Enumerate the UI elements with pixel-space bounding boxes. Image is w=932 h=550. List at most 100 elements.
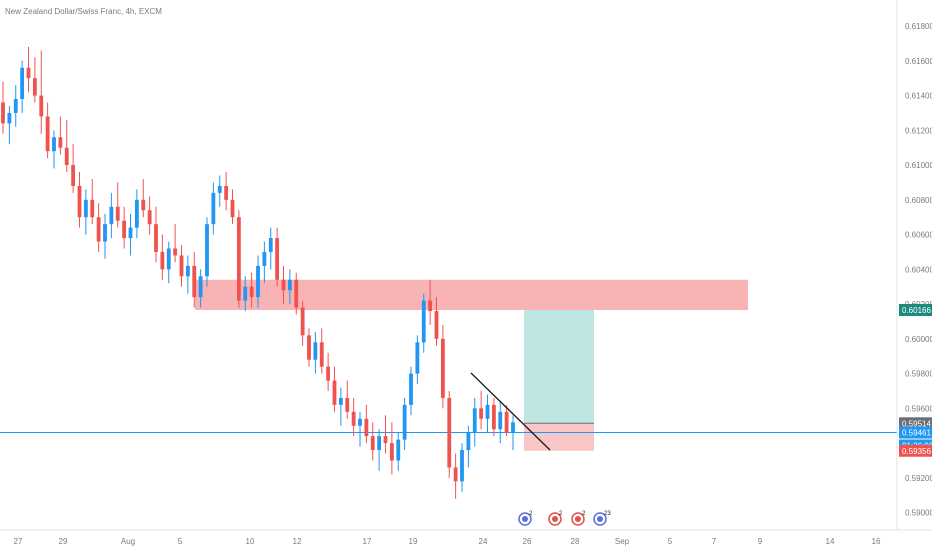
candle [58,116,63,155]
candle-body [256,265,260,298]
candle-body [434,311,439,339]
candle [396,432,401,471]
candle-body [338,397,343,405]
event-badge: 2 [571,511,586,526]
candle-body [134,199,139,228]
event-badges: 2 2 2 23 [518,511,611,526]
candle [402,397,407,451]
price-tick-label: 0.60600 [905,231,932,240]
candle-body [147,210,152,225]
candle [338,387,343,426]
candle [294,272,299,315]
time-tick-label: 27 [14,537,23,546]
candle-body [45,116,50,152]
candle-body [294,279,299,308]
price-tag-label: 0.59514 [902,419,931,428]
price-tag: 0.59356 [899,444,932,457]
candle [358,411,362,447]
candle-body [504,411,509,433]
event-badge-dot [522,516,528,522]
target-zone [524,310,594,424]
candle-body [383,436,388,444]
candle-body [90,199,95,218]
candle-body [58,137,63,148]
candle [83,189,88,235]
candle [345,380,350,419]
time-tick-label: 26 [523,537,532,546]
candle [421,293,426,353]
candle [109,192,114,239]
candle [389,422,394,475]
candle-body [281,279,286,291]
candle-body [287,279,292,291]
candle [409,366,413,416]
candle [447,390,452,478]
event-badge-dot [575,516,581,522]
time-tick-label: 28 [571,537,580,546]
candle [147,196,152,235]
time-tick-label: 9 [758,537,763,546]
candle [90,178,95,225]
price-tag-label: 0.59356 [902,447,931,456]
candle-body [491,404,496,430]
time-tick-label: 7 [712,537,717,546]
candle [268,227,273,270]
candle [351,397,356,437]
candle-body [217,185,222,193]
price-tag-box [899,426,932,439]
candle [211,182,216,235]
candle [485,394,490,433]
candle-body [115,206,120,221]
candle-body [71,165,76,186]
candle-body [211,192,216,225]
resistance-zone [195,279,748,311]
candle-body [96,217,101,242]
candle-body [300,307,305,336]
candle-body [64,147,69,166]
candle [472,397,477,447]
candle [498,401,503,444]
candle-body [460,450,464,482]
candle [26,46,31,93]
price-tick-label: 0.60800 [905,196,932,205]
candle-body [224,185,229,200]
candle [45,102,50,159]
candle [428,279,433,325]
candle [64,119,69,173]
time-tick-label: Aug [121,537,135,546]
candle-body [20,67,25,100]
trendline [470,372,551,451]
candle-body [409,373,413,405]
candle-body [166,248,171,270]
candle-body [173,248,178,256]
candle-body [402,404,407,440]
candle [160,234,165,280]
time-tick-label: 17 [363,537,372,546]
event-badge: 2 [518,511,533,526]
candle-body [319,342,324,367]
candle-body [377,436,382,451]
event-badge-count: 23 [604,511,611,517]
candle-body [128,227,133,239]
stop-zone [524,423,594,451]
price-tick-label: 0.61800 [905,22,932,31]
candle-body [351,411,356,426]
candle-body [358,418,362,426]
time-tick-label: 16 [872,537,881,546]
candle-body [122,220,127,239]
candle-body [179,255,184,277]
event-badge: 2 [548,511,563,526]
candle-body [364,418,369,437]
candle-body [275,238,280,280]
candle [504,404,509,437]
candle-body [77,185,82,218]
chart-title: New Zealand Dollar/Swiss Franc, 4h, EXCM [5,7,162,16]
candle [20,60,25,113]
event-badge: 23 [593,511,611,526]
price-tick-label: 0.59200 [905,474,932,483]
candles-layer [1,46,515,499]
event-badge-count: 2 [559,511,563,517]
price-tick-label: 0.59800 [905,370,932,379]
time-tick-label: 10 [246,537,255,546]
